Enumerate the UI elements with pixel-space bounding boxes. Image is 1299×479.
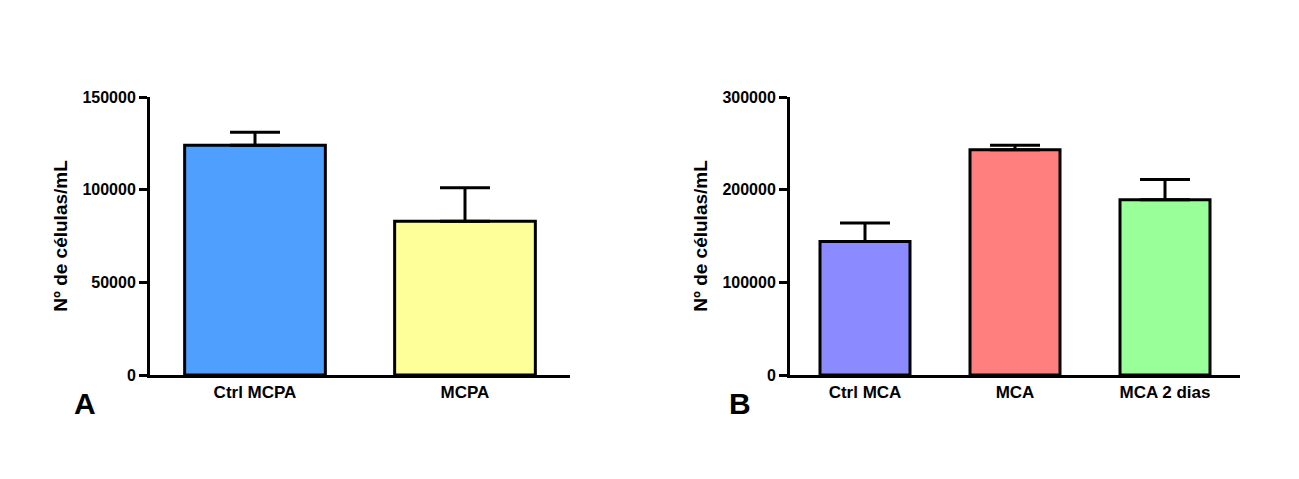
svg-text:100000: 100000 [82,181,135,198]
svg-text:Ctrl MCA: Ctrl MCA [829,383,902,402]
svg-text:Ctrl MCPA: Ctrl MCPA [214,383,297,402]
svg-text:200000: 200000 [722,181,775,198]
svg-text:300000: 300000 [722,89,775,106]
svg-text:50000: 50000 [91,274,136,291]
svg-text:MCA 2 dias: MCA 2 dias [1119,383,1210,402]
svg-text:MCPA: MCPA [441,383,490,402]
svg-text:150000: 150000 [82,89,135,106]
svg-text:0: 0 [767,367,776,384]
svg-text:0: 0 [127,367,136,384]
svg-text:B: B [729,387,751,420]
svg-text:Nº de células/mL: Nº de células/mL [50,160,71,312]
svg-text:MCA: MCA [996,383,1035,402]
svg-text:100000: 100000 [722,274,775,291]
svg-text:Nº de células/mL: Nº de células/mL [690,160,711,312]
svg-text:A: A [74,387,96,420]
